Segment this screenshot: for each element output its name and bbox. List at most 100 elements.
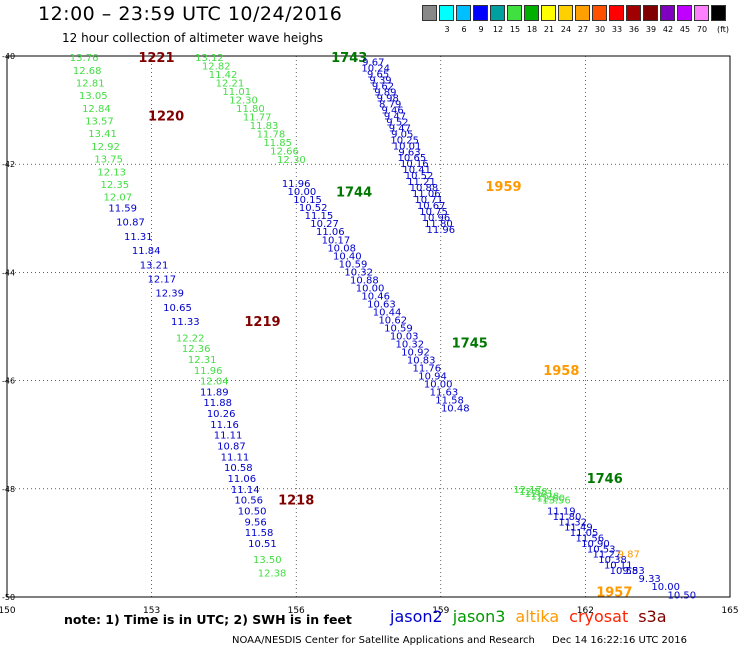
wave-height-value: 10.58 — [224, 463, 253, 474]
color-scale-label: 12 — [492, 25, 504, 34]
wave-height-value: 9.05 — [391, 129, 413, 140]
wave-height-value: 10.90 — [581, 539, 610, 550]
wave-height-value: 9.47 — [389, 123, 411, 134]
wave-height-value: 12.17 — [513, 485, 542, 496]
wave-height-value: 11.80 — [553, 512, 582, 523]
wave-height-value: 13.05 — [79, 91, 108, 102]
color-scale-label: 30 — [594, 25, 606, 34]
wave-height-value: 10.62 — [378, 315, 407, 326]
wave-height-value: 12.39 — [155, 289, 184, 300]
wave-height-value: 10.71 — [414, 195, 443, 206]
wave-height-value: 10.00 — [356, 283, 385, 294]
wave-height-value: 10.58 — [610, 566, 639, 577]
wave-height-value: 12.22 — [176, 333, 205, 344]
wave-height-value: 11.83 — [250, 121, 279, 132]
pass-time-label: 1746 — [587, 472, 623, 487]
wave-height-value: 12.92 — [91, 142, 120, 153]
wave-height-value: 11.06 — [227, 474, 256, 485]
wave-height-value: 12.58 — [519, 487, 548, 498]
page-subtitle: 12 hour collection of altimeter wave hei… — [62, 31, 324, 45]
color-scale-label: 6 — [461, 25, 467, 34]
color-swatch — [558, 5, 573, 21]
y-tick-label: -46 — [2, 377, 15, 386]
color-scale-label: 42 — [662, 25, 674, 34]
color-scale-label: 3 — [444, 25, 450, 34]
wave-height-value: 10.16 — [400, 159, 429, 170]
wave-height-value: 9.33 — [639, 574, 661, 585]
wave-height-value: 10.44 — [373, 307, 402, 318]
wave-height-value: 10.63 — [367, 299, 396, 310]
wave-height-value: 11.63 — [430, 388, 459, 399]
pass-time-label: 1219 — [244, 315, 280, 330]
wave-height-value: 11.27 — [593, 550, 622, 561]
y-tick-label: -40 — [2, 52, 15, 61]
wave-height-value: 11.96 — [426, 225, 455, 236]
wave-height-value: 10.50 — [667, 590, 696, 601]
wave-height-value: 9.39 — [369, 75, 391, 86]
x-tick-label: 153 — [143, 606, 160, 616]
legend-jason2: jason2 — [390, 607, 443, 626]
wave-height-value: 11.06 — [316, 227, 345, 238]
wave-height-value: 10.67 — [417, 201, 446, 212]
wave-height-value: 11.16 — [210, 420, 239, 431]
wave-height-value: 11.77 — [243, 112, 272, 123]
wave-height-value: 11.42 — [209, 70, 238, 81]
wave-height-value: 13.12 — [195, 53, 224, 64]
wave-height-value: 9.87 — [618, 550, 640, 561]
wave-height-value: 10.46 — [361, 291, 390, 302]
pass-time-label: 1218 — [278, 494, 314, 509]
map-frame — [6, 55, 731, 598]
wave-height-value: 10.92 — [401, 348, 430, 359]
wave-height-value: 11.01 — [222, 87, 251, 98]
color-scale-label: 33 — [611, 25, 623, 34]
wave-height-value: 13.21 — [140, 260, 169, 271]
wave-height-value: 12.21 — [216, 79, 245, 90]
wave-height-value: 12.35 — [100, 180, 129, 191]
satellite-legend: jason2 jason3 altika cryosat s3a — [390, 607, 677, 626]
wave-height-value: 10.48 — [441, 404, 470, 415]
wave-height-value: 10.59 — [339, 259, 368, 270]
wave-height-value: 11.49 — [564, 523, 593, 534]
wave-height-value: 10.27 — [310, 219, 339, 230]
wave-height-value: 11.21 — [407, 177, 436, 188]
wave-height-value: 11.80 — [424, 219, 453, 230]
color-swatch — [609, 5, 624, 21]
x-tick-label: 150 — [0, 606, 16, 616]
wave-height-value: 12.36 — [182, 344, 211, 355]
color-scale-label: 27 — [577, 25, 589, 34]
wave-height-value: 10.87 — [217, 442, 246, 453]
wave-height-value: 11.11 — [221, 452, 250, 463]
wave-height-value: 11.76 — [413, 364, 442, 375]
wave-height-value: 10.00 — [424, 380, 453, 391]
x-tick-label: 159 — [432, 606, 449, 616]
wave-height-value: 10.83 — [407, 356, 436, 367]
pass-time-label: 1745 — [452, 337, 488, 352]
wave-height-value: 11.05 — [570, 528, 599, 539]
color-swatch — [694, 5, 709, 21]
wave-height-value: 11.88 — [203, 398, 232, 409]
wave-height-value: 12.38 — [258, 569, 287, 580]
wave-height-value: 10.00 — [651, 582, 680, 593]
note-text: note: 1) Time is in UTC; 2) SWH is in fe… — [64, 612, 352, 627]
credit-text: NOAA/NESDIS Center for Satellite Applica… — [232, 635, 535, 646]
color-swatch — [473, 5, 488, 21]
wave-height-value: 9.56 — [244, 517, 266, 528]
wave-height-value: 10.17 — [322, 235, 351, 246]
wave-height-value: 10.38 — [598, 555, 627, 566]
wave-height-value: 12.31 — [188, 355, 217, 366]
wave-height-value: 10.51 — [248, 539, 277, 550]
wave-height-value: 11.06 — [412, 189, 441, 200]
wave-height-value: 10.01 — [393, 141, 422, 152]
color-scale-label: 45 — [679, 25, 691, 34]
wave-height-value: 12.28 — [531, 491, 560, 502]
wave-height-value: 9.98 — [377, 93, 399, 104]
wave-height-value: 11.78 — [257, 129, 286, 140]
color-swatch — [507, 5, 522, 21]
color-swatch — [490, 5, 505, 21]
wave-height-value: 9.65 — [367, 69, 389, 80]
legend-s3a: s3a — [638, 607, 667, 626]
y-tick-label: -42 — [2, 160, 15, 169]
color-swatch — [456, 5, 471, 21]
pass-time-label: 1220 — [148, 110, 184, 125]
wave-height-value: 10.32 — [344, 267, 373, 278]
